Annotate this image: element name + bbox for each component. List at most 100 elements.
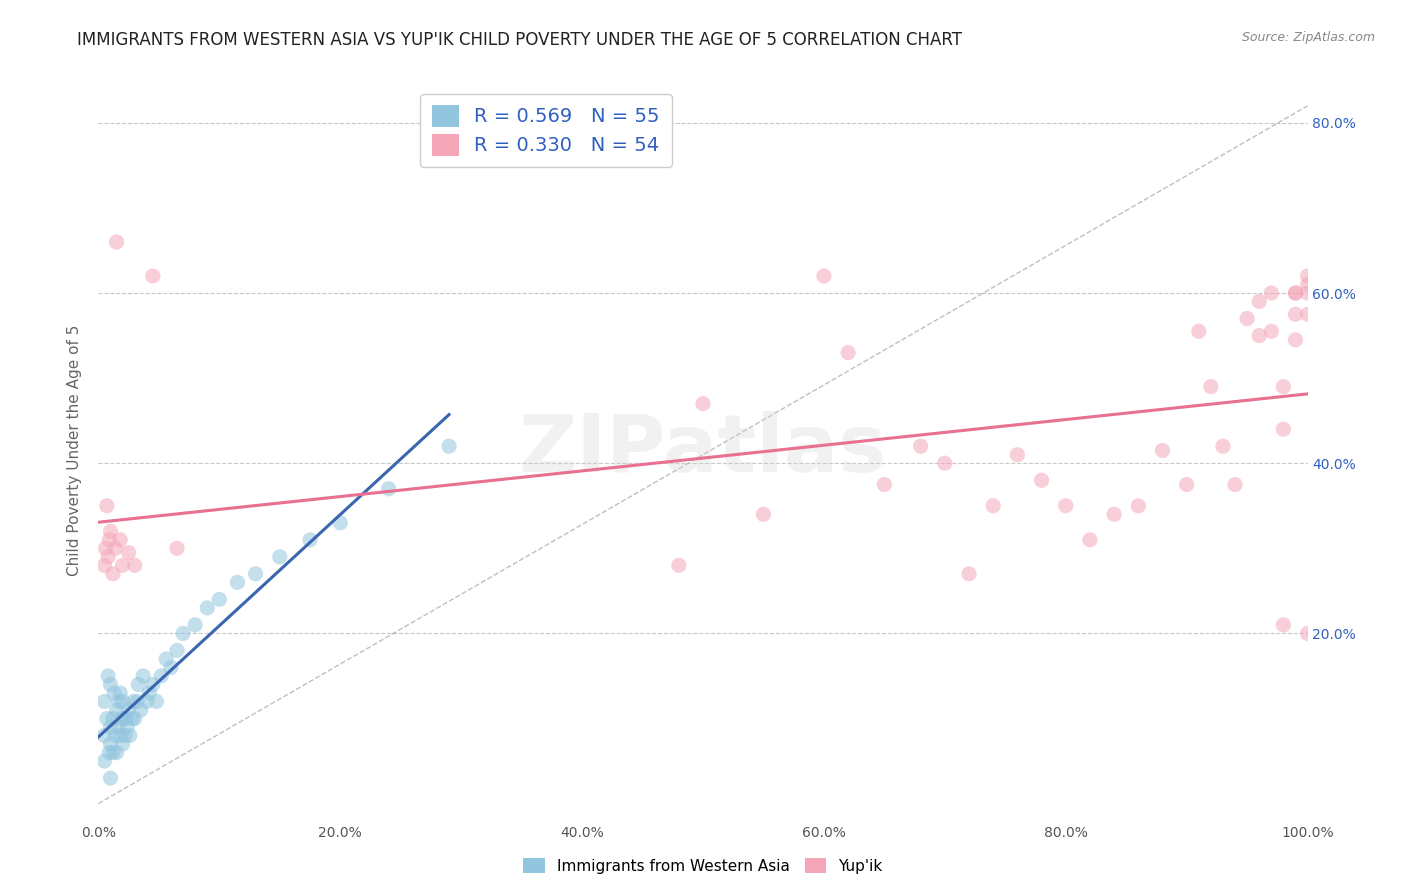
Point (1249, 328, 1271, 343)
Point (107, 720, 129, 734)
Point (377, 482, 399, 496)
Point (96, 499, 118, 513)
Point (105, 703, 128, 717)
Y-axis label: Child Poverty Under the Age of 5: Child Poverty Under the Age of 5 (67, 325, 83, 576)
Point (184, 618, 207, 632)
Point (118, 703, 141, 717)
Point (108, 533, 131, 547)
Point (752, 508, 775, 522)
Point (245, 566, 267, 581)
Point (111, 558, 134, 573)
Point (837, 345, 859, 359)
Point (1102, 508, 1125, 522)
Point (1128, 499, 1150, 513)
Point (1223, 477, 1246, 491)
Point (142, 268, 165, 283)
Point (115, 712, 138, 726)
Text: IMMIGRANTS FROM WESTERN ASIA VS YUP'IK CHILD POVERTY UNDER THE AGE OF 5 CORRELAT: IMMIGRANTS FROM WESTERN ASIA VS YUP'IK C… (77, 31, 962, 49)
Point (100, 771, 122, 785)
Point (93, 694, 115, 708)
Point (103, 686, 125, 700)
Point (1296, 286, 1319, 301)
Point (208, 592, 231, 607)
Point (97, 669, 120, 683)
Point (981, 499, 1004, 513)
Point (150, 669, 173, 683)
Point (142, 677, 165, 691)
Point (934, 456, 956, 470)
Point (135, 694, 157, 708)
Point (269, 549, 291, 564)
Point (166, 643, 188, 657)
Point (127, 694, 149, 708)
Point (145, 694, 167, 708)
Point (1272, 618, 1295, 632)
Point (910, 439, 932, 453)
Point (101, 712, 124, 726)
Point (93, 729, 115, 743)
Point (1284, 333, 1306, 347)
Point (129, 703, 152, 717)
Point (1272, 379, 1295, 393)
Point (1284, 286, 1306, 301)
Text: Source: ZipAtlas.com: Source: ZipAtlas.com (1241, 31, 1375, 45)
Point (329, 516, 352, 530)
Point (94, 541, 117, 556)
Point (1296, 277, 1319, 292)
Point (114, 729, 136, 743)
Point (437, 439, 460, 453)
Point (105, 746, 128, 760)
Point (166, 541, 188, 556)
Point (1284, 286, 1306, 301)
Point (1260, 286, 1282, 301)
Text: ZIPatlas: ZIPatlas (519, 411, 887, 490)
Point (97, 549, 120, 564)
Point (195, 600, 218, 615)
Point (1249, 294, 1271, 309)
Point (1272, 422, 1295, 436)
Point (1199, 379, 1222, 393)
Point (132, 669, 155, 683)
Point (1054, 499, 1077, 513)
Point (813, 268, 835, 283)
Point (124, 712, 146, 726)
Point (1296, 626, 1319, 640)
Point (117, 720, 139, 734)
Point (1031, 473, 1053, 487)
Point (138, 686, 160, 700)
Point (1260, 324, 1282, 338)
Point (957, 566, 980, 581)
Point (93, 754, 115, 768)
Point (96, 712, 118, 726)
Point (1296, 268, 1319, 283)
Point (118, 545, 141, 559)
Point (873, 477, 896, 491)
Point (100, 677, 122, 691)
Point (108, 686, 131, 700)
Point (1188, 324, 1211, 338)
Point (104, 729, 127, 743)
Point (108, 729, 131, 743)
Point (98, 533, 121, 547)
Point (155, 652, 177, 666)
Point (1152, 443, 1174, 458)
Point (98, 746, 121, 760)
Point (668, 558, 690, 573)
Point (122, 694, 145, 708)
Point (111, 737, 134, 751)
Point (124, 558, 146, 573)
Legend: R = 0.569   N = 55, R = 0.330   N = 54: R = 0.569 N = 55, R = 0.330 N = 54 (420, 94, 672, 167)
Point (101, 746, 124, 760)
Point (1236, 311, 1258, 326)
Point (127, 677, 149, 691)
Point (101, 566, 124, 581)
Point (226, 575, 249, 590)
Point (299, 533, 322, 547)
Point (100, 720, 122, 734)
Point (110, 712, 132, 726)
Point (1296, 307, 1319, 321)
Point (1284, 307, 1306, 321)
Point (100, 737, 122, 751)
Point (692, 397, 714, 411)
Point (118, 729, 141, 743)
